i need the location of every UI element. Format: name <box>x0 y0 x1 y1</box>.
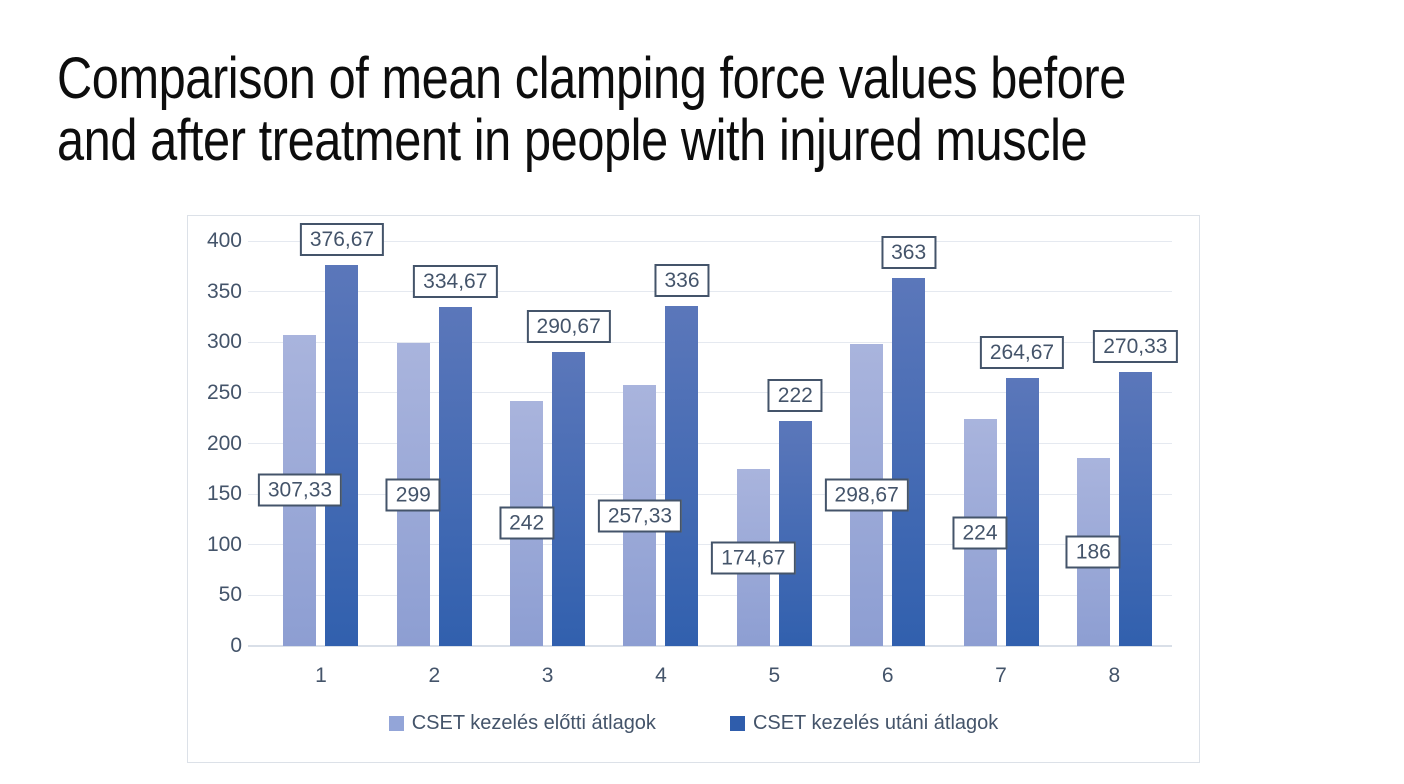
data-label-before-2: 299 <box>385 478 441 512</box>
gridline-100 <box>248 544 1172 546</box>
y-axis-label-350: 350 <box>206 279 242 303</box>
legend-swatch-after <box>729 715 745 731</box>
y-axis-label-0: 0 <box>230 634 242 657</box>
bar-after-8 <box>1118 372 1152 646</box>
data-label-before-6: 298,67 <box>824 478 909 512</box>
x-axis-label-7: 7 <box>995 664 1007 687</box>
y-axis-label-150: 150 <box>206 482 242 506</box>
data-label-before-3: 242 <box>499 506 555 540</box>
data-label-before-8: 186 <box>1065 535 1121 569</box>
page-title-line-1: Comparison of mean clamping force values… <box>57 46 1126 111</box>
data-label-before-5: 174,67 <box>711 541 796 575</box>
x-axis-label-2: 2 <box>428 664 441 687</box>
bar-after-1 <box>325 264 359 646</box>
x-axis-label-4: 4 <box>655 664 667 687</box>
x-axis-label-6: 6 <box>881 664 894 687</box>
bar-after-6 <box>892 278 926 646</box>
x-axis-label-8: 8 <box>1108 664 1121 687</box>
legend-item-after: CSET kezelés utáni átlagok <box>729 711 999 735</box>
gridline-200 <box>248 443 1172 444</box>
bar-after-3 <box>552 351 586 646</box>
x-axis-label-5: 5 <box>768 664 781 687</box>
gridline-300 <box>248 341 1172 343</box>
y-axis-label-50: 50 <box>218 583 242 607</box>
y-axis-label-200: 200 <box>206 431 242 455</box>
data-label-after-7: 264,67 <box>979 336 1065 370</box>
y-axis-label-250: 250 <box>206 380 242 404</box>
y-axis-label-300: 300 <box>206 330 242 354</box>
gridline-0 <box>248 645 1172 647</box>
data-label-after-4: 336 <box>654 263 710 297</box>
data-label-after-6: 363 <box>881 236 937 270</box>
legend-label-after: CSET kezelés utáni átlagok <box>752 711 999 734</box>
bar-after-5 <box>778 421 812 646</box>
bar-after-2 <box>438 307 472 646</box>
data-label-before-1: 307,33 <box>257 473 343 507</box>
page-title-line-2: and after treatment in people with injur… <box>57 108 1088 173</box>
data-label-after-3: 290,67 <box>526 309 611 343</box>
legend-swatch-before <box>388 715 404 731</box>
data-label-before-7: 224 <box>952 516 1008 550</box>
bar-chart: CSET kezelés előtti átlagok CSET kezelés … <box>187 215 1200 763</box>
bar-after-4 <box>665 305 699 646</box>
data-label-after-2: 334,67 <box>413 265 498 299</box>
gridline-350 <box>248 291 1172 293</box>
legend-label-before: CSET kezelés előtti átlagok <box>411 711 656 734</box>
x-axis-label-3: 3 <box>541 664 554 687</box>
y-axis-label-100: 100 <box>206 532 242 556</box>
legend-item-before: CSET kezelés előtti átlagok <box>388 711 656 735</box>
gridline-150 <box>248 493 1172 495</box>
x-axis-label-1: 1 <box>315 664 327 687</box>
data-label-after-8: 270,33 <box>1093 330 1178 364</box>
gridline-50 <box>248 594 1172 596</box>
page-title: Comparison of mean clamping force values… <box>57 48 1126 172</box>
data-label-before-4: 257,33 <box>597 499 683 533</box>
legend: CSET kezelés előtti átlagok CSET kezelés … <box>188 708 1199 738</box>
gridline-250 <box>248 392 1172 394</box>
y-axis-label-400: 400 <box>206 229 242 252</box>
data-label-after-1: 376,67 <box>299 222 385 256</box>
data-label-after-5: 222 <box>767 379 823 413</box>
gridline-400 <box>248 240 1172 242</box>
bar-after-7 <box>1005 378 1039 646</box>
